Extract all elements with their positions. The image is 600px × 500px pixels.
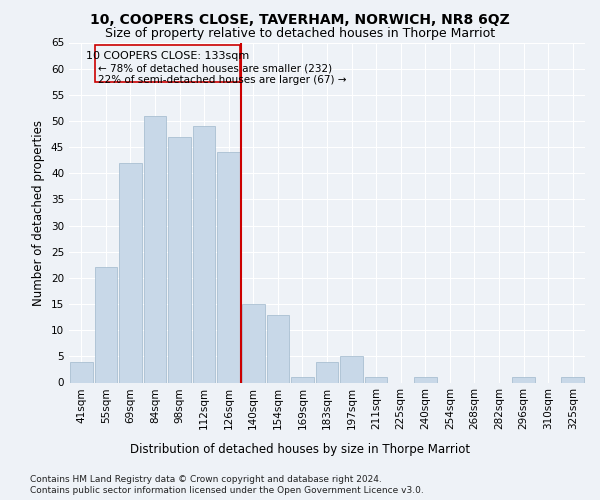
Bar (70, 362, 92, 382)
Bar (414, 378, 437, 382)
Bar (95, 268, 117, 382)
Bar (168, 136, 191, 382)
Text: 22% of semi-detached houses are larger (67) →: 22% of semi-detached houses are larger (… (98, 76, 347, 86)
Bar (119, 163, 142, 382)
Bar (266, 314, 289, 382)
Bar (291, 378, 314, 382)
Y-axis label: Number of detached properties: Number of detached properties (32, 120, 46, 306)
Text: Contains HM Land Registry data © Crown copyright and database right 2024.: Contains HM Land Registry data © Crown c… (30, 475, 382, 484)
Bar (512, 378, 535, 382)
Text: Contains public sector information licensed under the Open Government Licence v3: Contains public sector information licen… (30, 486, 424, 495)
Text: 10 COOPERS CLOSE: 133sqm: 10 COOPERS CLOSE: 133sqm (86, 52, 249, 62)
Bar (562, 378, 584, 382)
Text: Distribution of detached houses by size in Thorpe Marriot: Distribution of detached houses by size … (130, 442, 470, 456)
Bar (316, 362, 338, 382)
Bar (193, 126, 215, 382)
Bar (242, 304, 265, 382)
Bar (217, 152, 240, 382)
Text: 10, COOPERS CLOSE, TAVERHAM, NORWICH, NR8 6QZ: 10, COOPERS CLOSE, TAVERHAM, NORWICH, NR… (90, 12, 510, 26)
Text: ← 78% of detached houses are smaller (232): ← 78% of detached houses are smaller (23… (98, 64, 332, 74)
Bar (340, 356, 363, 382)
FancyBboxPatch shape (95, 45, 240, 82)
Bar (365, 378, 388, 382)
Bar (143, 116, 166, 382)
Text: Size of property relative to detached houses in Thorpe Marriot: Size of property relative to detached ho… (105, 28, 495, 40)
